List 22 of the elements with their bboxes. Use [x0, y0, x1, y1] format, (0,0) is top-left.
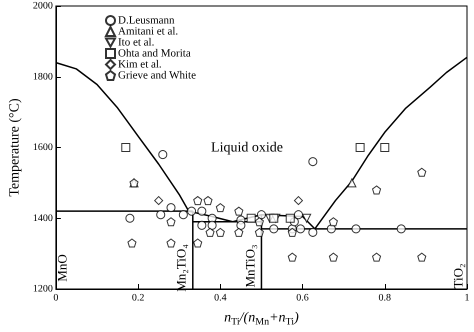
legend-label: Ito et al. [118, 36, 155, 48]
y-tick-label: 1400 [32, 212, 53, 224]
annotation: TiO₂ [450, 263, 466, 289]
y-axis-title: Temperature (°C) [8, 98, 22, 197]
x-tick-label: 0.8 [378, 292, 392, 304]
x-tick-label: 0.2 [132, 292, 144, 304]
y-tick-label: 1800 [32, 71, 53, 82]
annotation: MnO [54, 254, 70, 282]
x-tick-label: 0.6 [296, 292, 309, 304]
x-tick-label: 0 [53, 292, 58, 304]
legend-label: Grieve and White [118, 70, 196, 82]
legend-label: Amitani et al. [118, 26, 178, 38]
annotation: Liquid oxide [211, 140, 283, 156]
x-tick-label: 1 [464, 292, 470, 304]
legend-label: D.Leusmann [118, 14, 176, 26]
y-tick-label: 2000 [32, 0, 53, 12]
x-tick-label: 0.4 [214, 292, 227, 304]
legend-label: Ohta and Morita [118, 48, 191, 60]
annotation: MnTiO₃ [242, 244, 258, 288]
y-tick-label: 1600 [32, 142, 53, 153]
legend-label: Kim et al. [118, 58, 162, 70]
y-tick-label: 1200 [32, 284, 53, 294]
